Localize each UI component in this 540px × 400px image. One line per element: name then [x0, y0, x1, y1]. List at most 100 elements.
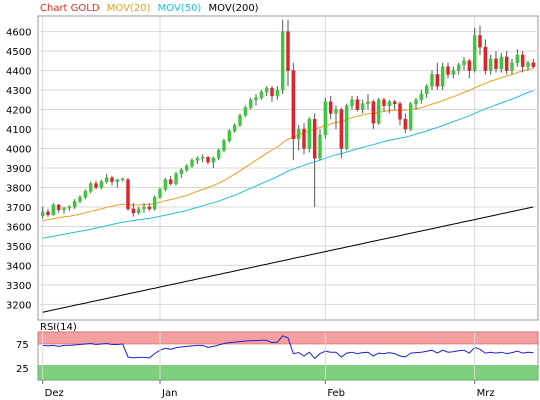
- candle-body: [67, 206, 72, 209]
- candle-body: [275, 89, 280, 97]
- candle-body: [398, 103, 402, 120]
- price-y-tick-label: 3600: [6, 222, 31, 233]
- candle-body: [494, 58, 498, 69]
- candle-body: [382, 99, 386, 106]
- candle-body: [56, 204, 61, 211]
- candle-body: [131, 208, 136, 214]
- price-y-tick-label: 4200: [6, 106, 31, 117]
- price-y-tick-label: 3700: [6, 203, 31, 214]
- candle-body: [174, 173, 178, 184]
- price-y-tick-label: 4400: [6, 67, 31, 78]
- price-y-tick-label: 4600: [6, 28, 31, 39]
- candle-body: [307, 119, 312, 149]
- candle-body: [291, 70, 296, 140]
- candle-body: [142, 206, 146, 210]
- legend-mov20: MOV(20): [107, 3, 151, 14]
- candle-body: [222, 140, 226, 151]
- candle-body: [195, 158, 200, 161]
- legend-chart-gold: Chart GOLD: [40, 3, 100, 14]
- legend-row: Chart GOLD MOV(20) MOV(50) MOV(200): [40, 3, 259, 14]
- candle-body: [435, 74, 440, 87]
- ma20-series: [42, 67, 534, 222]
- candle-body: [344, 105, 349, 149]
- candle-body: [451, 70, 456, 75]
- candle-body: [440, 66, 445, 87]
- candle-body: [456, 64, 461, 71]
- rsi-y-axis: 75 25: [16, 340, 29, 375]
- candle-body: [414, 99, 418, 104]
- candle-body: [46, 211, 50, 216]
- rsi-series: [42, 335, 534, 360]
- x-tick-label: Jan: [161, 388, 177, 399]
- candle-body: [446, 66, 450, 75]
- price-y-tick-label: 4500: [6, 47, 31, 58]
- candle-body: [110, 177, 114, 182]
- candle-body: [366, 101, 370, 104]
- candle-body: [467, 60, 472, 71]
- candle-body: [158, 189, 162, 198]
- candle-body: [99, 181, 104, 188]
- candle-body: [136, 208, 141, 214]
- candle-body: [94, 183, 98, 188]
- candle-body: [478, 35, 482, 48]
- candle-body: [147, 206, 152, 210]
- candle-body: [254, 97, 258, 101]
- candle-body: [360, 103, 365, 110]
- candle-body: [515, 54, 520, 64]
- candle-body: [462, 60, 466, 65]
- candle-body: [163, 179, 168, 190]
- candle-body: [302, 128, 306, 149]
- candle-body: [72, 200, 77, 208]
- price-y-tick-label: 4100: [6, 125, 31, 136]
- rsi-title: RSI(14): [40, 322, 77, 333]
- candle-body: [419, 93, 424, 101]
- candle-body: [206, 157, 210, 163]
- candle-body: [531, 62, 536, 67]
- candle-body: [520, 54, 525, 67]
- price-y-tick-label: 3800: [6, 183, 31, 194]
- candle-body: [424, 85, 429, 95]
- candle-body: [62, 207, 66, 211]
- candle-body: [115, 179, 120, 182]
- price-y-tick-label: 3200: [6, 300, 31, 311]
- candle-body: [190, 159, 194, 167]
- x-tick-label: Dez: [45, 388, 64, 399]
- candle-body: [510, 62, 514, 71]
- candle-body: [371, 101, 376, 124]
- price-y-tick-label: 3500: [6, 242, 31, 253]
- candle-body: [78, 196, 82, 202]
- candle-body: [376, 99, 381, 124]
- candle-body: [88, 183, 93, 192]
- candle-body: [243, 107, 248, 116]
- candle-body: [472, 35, 477, 71]
- candle-body: [286, 31, 290, 71]
- candle-body: [430, 74, 434, 87]
- candle-body: [312, 119, 317, 159]
- candle-body: [323, 101, 328, 136]
- candle-body: [40, 211, 45, 216]
- candle-body: [227, 130, 232, 141]
- legend-mov200: MOV(200): [209, 3, 259, 14]
- candle-body: [83, 191, 88, 198]
- ma50-series: [42, 90, 534, 239]
- price-y-tick-label: 4000: [6, 145, 31, 156]
- candle-body: [211, 158, 216, 163]
- candle-body: [232, 124, 237, 132]
- candle-body: [248, 99, 253, 108]
- price-y-tick-label: 4300: [6, 86, 31, 97]
- rsi-y-tick-label: 25: [16, 364, 29, 375]
- rsi-oversold-band: [37, 365, 539, 381]
- candle-body: [238, 115, 242, 126]
- price-y-tick-label: 3900: [6, 164, 31, 175]
- candlestick-series: [40, 19, 536, 219]
- legend-mov50: MOV(50): [158, 3, 202, 14]
- price-gridlines: [38, 16, 538, 320]
- candle-body: [168, 179, 173, 184]
- candle-body: [296, 128, 301, 140]
- ma200-series: [42, 206, 534, 313]
- candle-body: [104, 177, 109, 182]
- candle-body: [126, 179, 130, 210]
- candle-body: [318, 134, 322, 159]
- candle-body: [408, 103, 413, 130]
